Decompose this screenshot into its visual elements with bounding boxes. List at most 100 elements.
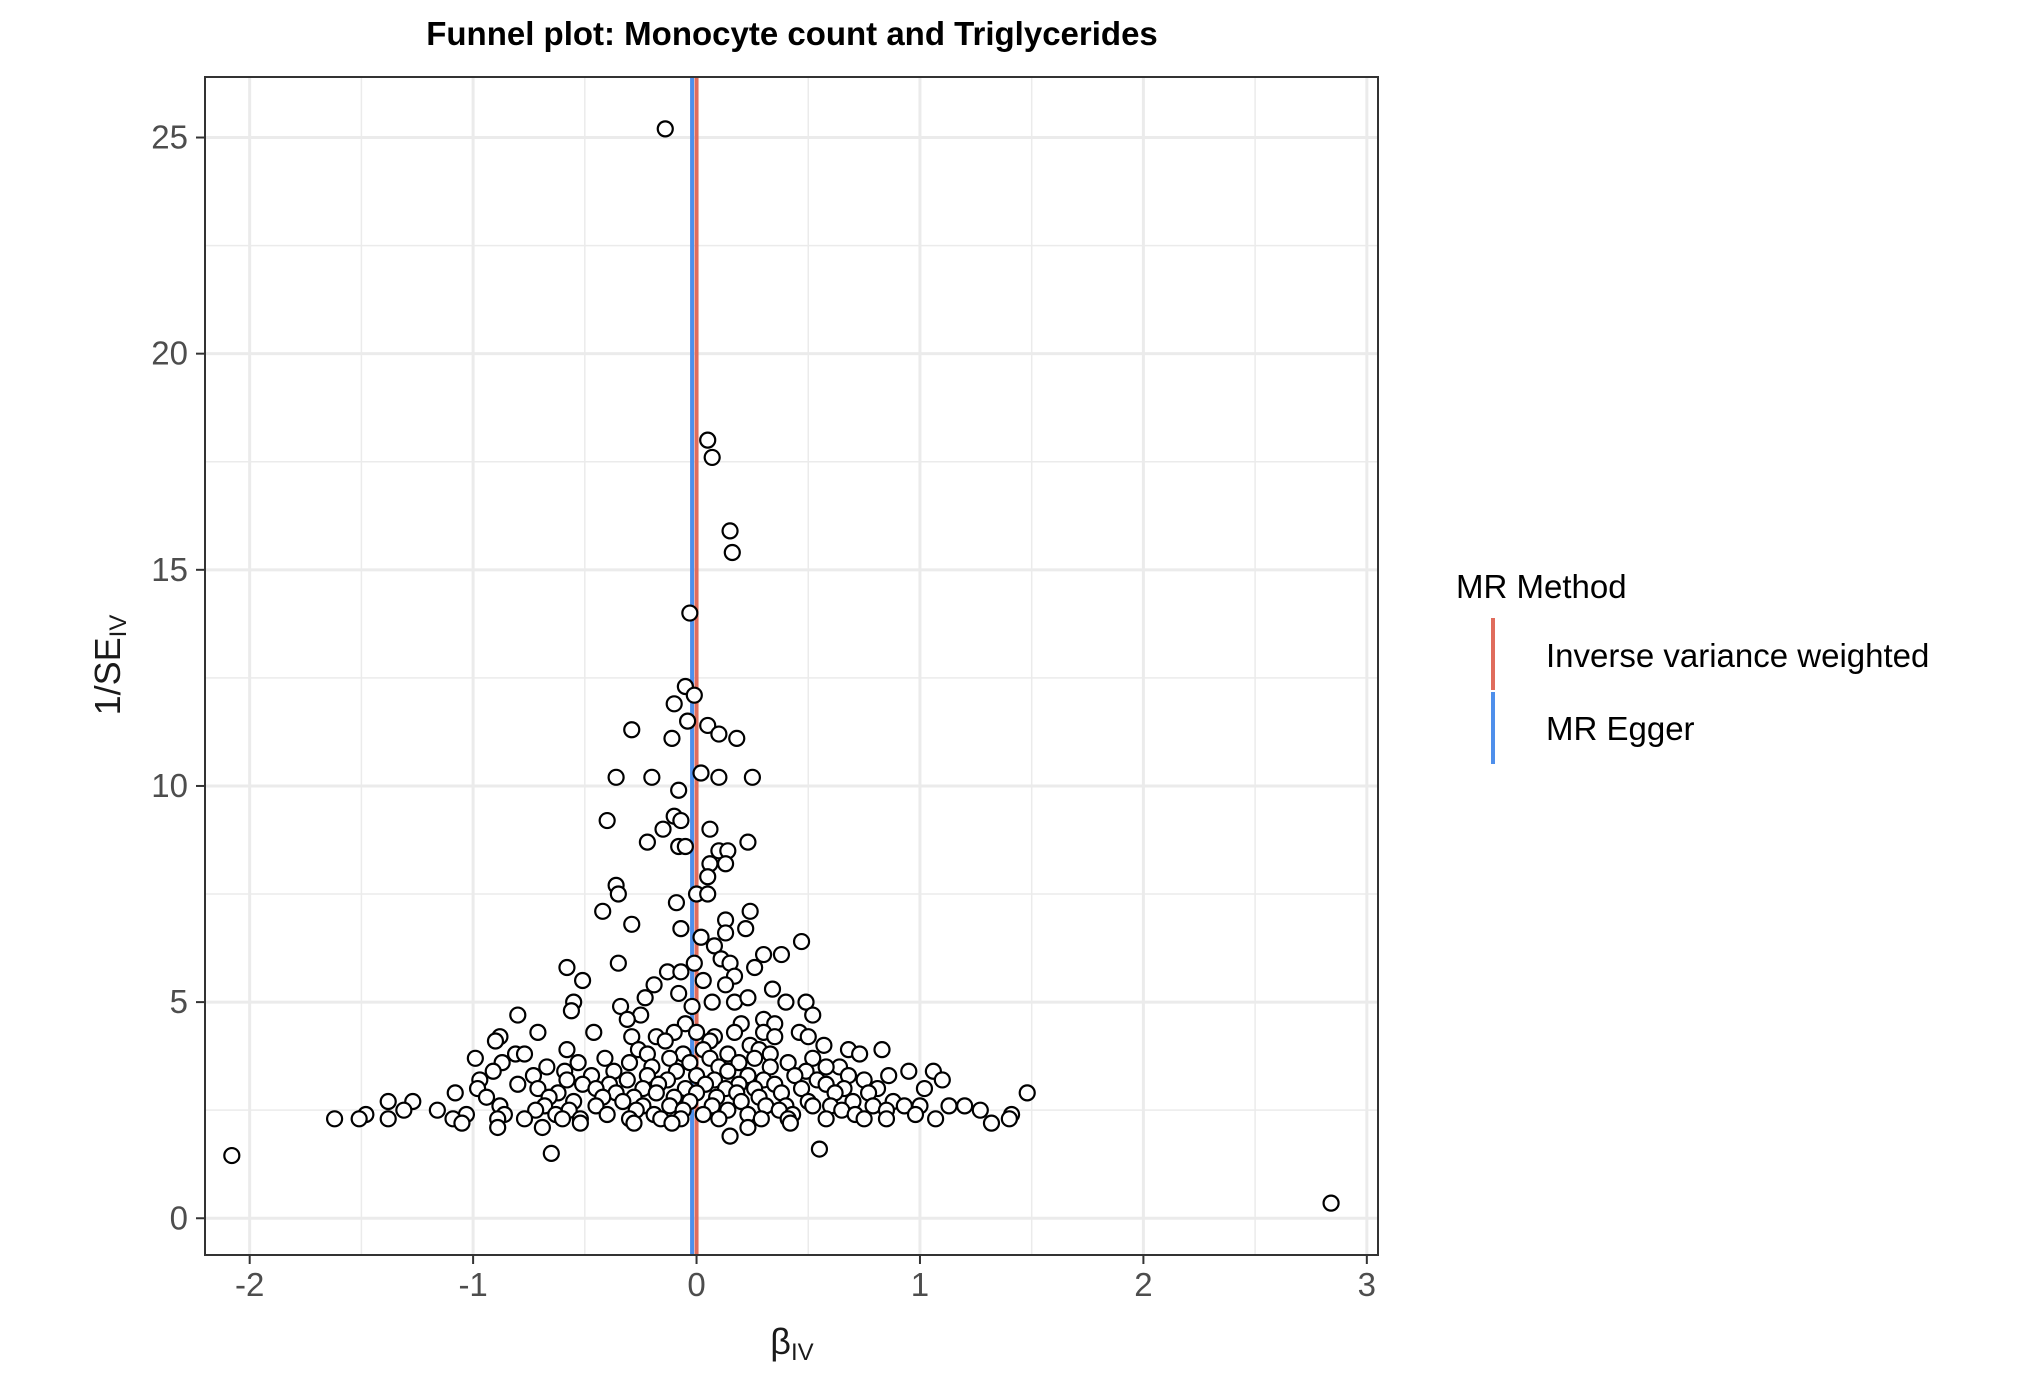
data-point [687,1023,706,1041]
data-point [538,1058,556,1076]
y-axis-label-sub: IV [105,615,132,638]
data-point [515,1045,534,1063]
data-point [851,1045,869,1063]
data-point [609,885,627,903]
data-point [752,1110,770,1128]
data-point [741,902,759,920]
x-axis-label-main: β [770,1321,791,1362]
data-point [533,1118,551,1137]
data-point [810,1140,829,1158]
data-point [956,1097,974,1115]
data-point [694,971,712,990]
data-point [558,1071,576,1089]
data-point [379,1092,397,1111]
data-point [761,1058,779,1076]
data-point [529,1023,547,1041]
data-point [509,1006,527,1024]
data-point [873,1041,891,1059]
y-axis-label-main: 1/SE [87,637,128,715]
data-point [477,1088,496,1106]
data-point [611,997,630,1016]
data-point [223,1146,241,1165]
data-point [739,989,757,1007]
data-point [685,954,703,972]
data-point [1322,1194,1340,1212]
y-tick-label: 5 [170,983,188,1020]
data-point [703,993,721,1011]
chart-title: Funnel plot: Monocyte count and Triglyce… [426,15,1158,52]
axis-ticks: -2 -1 0 1 2 3 0 5 10 15 20 25 [151,119,1376,1303]
data-point [672,811,690,830]
x-tick-label: 3 [1358,1266,1376,1303]
data-point [877,1110,896,1128]
data-point [585,1023,603,1041]
x-tick-label: -2 [235,1266,264,1303]
data-point [527,1101,545,1119]
data-point [676,837,694,856]
data-point [739,833,757,851]
data-point [558,1041,576,1059]
data-point [940,1097,958,1115]
data-point [596,1049,614,1067]
x-tick-label: -1 [458,1266,487,1303]
data-point [692,764,710,782]
data-point [766,1028,784,1046]
data-point [638,833,656,851]
y-tick-label: 25 [151,119,188,156]
legend-label-ivw: Inverse variance weighted [1546,637,1929,674]
x-axis-label: βIV [770,1321,813,1366]
y-axis-label: 1/SEIV [87,615,132,716]
data-point [656,120,674,138]
data-point [647,1084,665,1102]
data-point [486,1032,505,1050]
data-point [598,1105,616,1124]
data-point [636,989,654,1007]
data-point [804,1006,822,1024]
data-point [489,1118,507,1137]
data-point [325,1110,344,1128]
data-point [573,971,592,990]
data-point [927,1110,945,1128]
data-point [1018,1084,1036,1102]
x-tick-label: 1 [911,1266,929,1303]
y-tick-label: 10 [151,767,188,804]
data-point [781,1114,799,1132]
data-point [694,1105,712,1124]
data-point [428,1101,446,1119]
data-point [395,1101,413,1119]
data-point [1000,1110,1018,1128]
data-point [915,1079,934,1098]
data-point [710,725,728,743]
legend-title: MR Method [1456,568,1627,605]
legend: MR Method Inverse variance weighted MR E… [1456,568,1929,764]
data-point [855,1110,873,1128]
data-point [594,902,612,920]
data-point [772,945,791,964]
data-point [350,1110,368,1128]
data-point [623,915,641,933]
x-tick-label: 0 [687,1266,705,1303]
data-point [716,976,735,994]
data-point [453,1114,471,1132]
data-point [515,1110,534,1128]
data-point [699,868,717,886]
data-point [607,768,625,786]
data-point [701,820,719,838]
data-point [710,768,728,786]
data-point [739,1118,757,1137]
data-point [692,928,710,946]
data-point [817,1058,835,1076]
data-point [625,1114,643,1132]
data-point [587,1097,605,1115]
data-point [379,1110,397,1128]
data-point [719,1045,737,1063]
data-point [799,1028,817,1046]
data-point [681,604,699,622]
data-point [670,984,688,1003]
data-point [746,958,764,977]
data-point [705,937,724,955]
data-point [620,1054,639,1072]
data-point [792,1079,811,1098]
data-point [656,1032,674,1050]
